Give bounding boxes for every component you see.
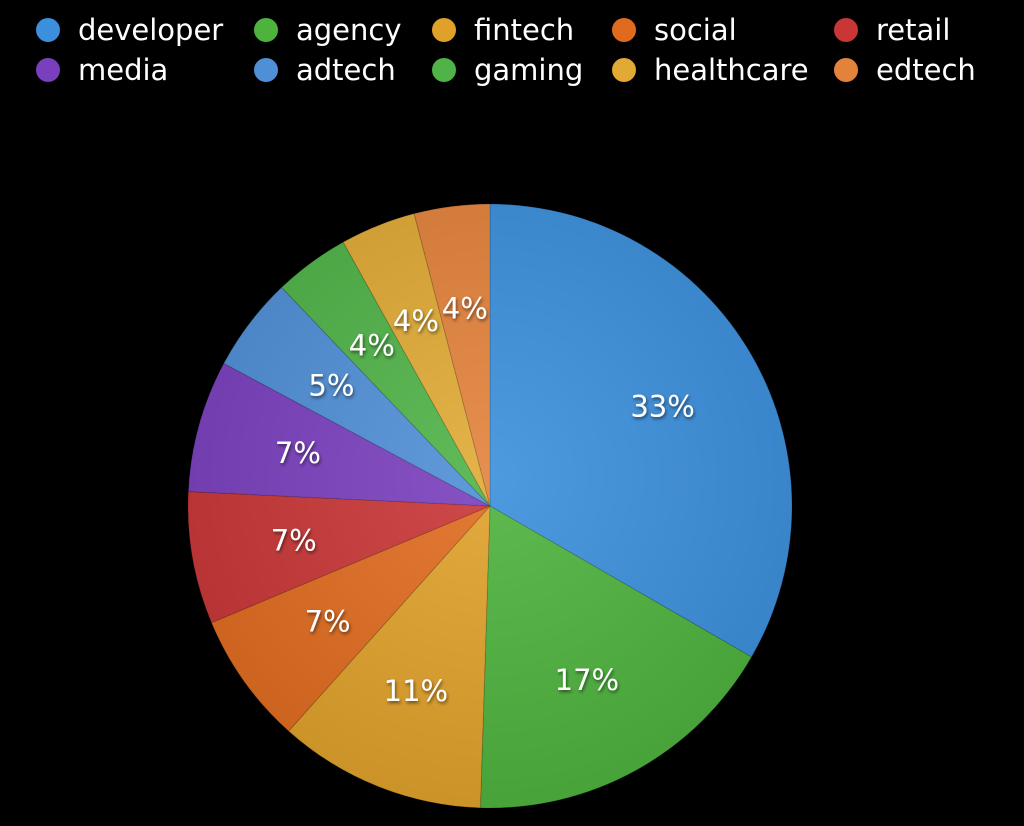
legend-swatch <box>432 18 456 42</box>
legend-swatch <box>834 18 858 42</box>
legend-swatch <box>612 58 636 82</box>
legend-label: social <box>654 13 737 47</box>
legend-swatch <box>612 18 636 42</box>
legend-label: healthcare <box>654 53 809 87</box>
legend-item-gaming: gaming <box>432 52 583 88</box>
slice-label-gaming: 4% <box>349 329 395 363</box>
legend-item-edtech: edtech <box>834 52 976 88</box>
legend-swatch <box>254 18 278 42</box>
slice-label-developer: 33% <box>630 389 694 423</box>
slice-label-social: 7% <box>305 605 351 639</box>
legend-item-adtech: adtech <box>254 52 396 88</box>
slice-label-media: 7% <box>275 436 321 470</box>
slice-label-agency: 17% <box>555 663 619 697</box>
legend-swatch <box>834 58 858 82</box>
chart-legend: developer agency fintech social retail media a… <box>0 0 1024 120</box>
legend-label: fintech <box>474 13 575 47</box>
legend-label: retail <box>876 13 951 47</box>
legend-item-retail: retail <box>834 12 950 48</box>
legend-swatch <box>36 58 60 82</box>
legend-swatch <box>36 18 60 42</box>
slice-label-healthcare: 4% <box>393 304 439 338</box>
legend-swatch <box>432 58 456 82</box>
slice-label-adtech: 5% <box>308 368 354 402</box>
legend-label: edtech <box>876 53 976 87</box>
legend-swatch <box>254 58 278 82</box>
legend-label: agency <box>296 13 402 47</box>
slice-label-retail: 7% <box>271 524 317 558</box>
legend-label: developer <box>78 13 224 47</box>
legend-item-social: social <box>612 12 737 48</box>
legend-item-fintech: fintech <box>432 12 574 48</box>
legend-item-developer: developer <box>36 12 223 48</box>
legend-item-agency: agency <box>254 12 402 48</box>
legend-label: gaming <box>474 53 584 87</box>
legend-label: media <box>78 53 169 87</box>
legend-item-healthcare: healthcare <box>612 52 809 88</box>
legend-item-media: media <box>36 52 168 88</box>
slice-label-fintech: 11% <box>384 674 448 708</box>
legend-label: adtech <box>296 53 396 87</box>
slice-label-edtech: 4% <box>442 291 488 325</box>
